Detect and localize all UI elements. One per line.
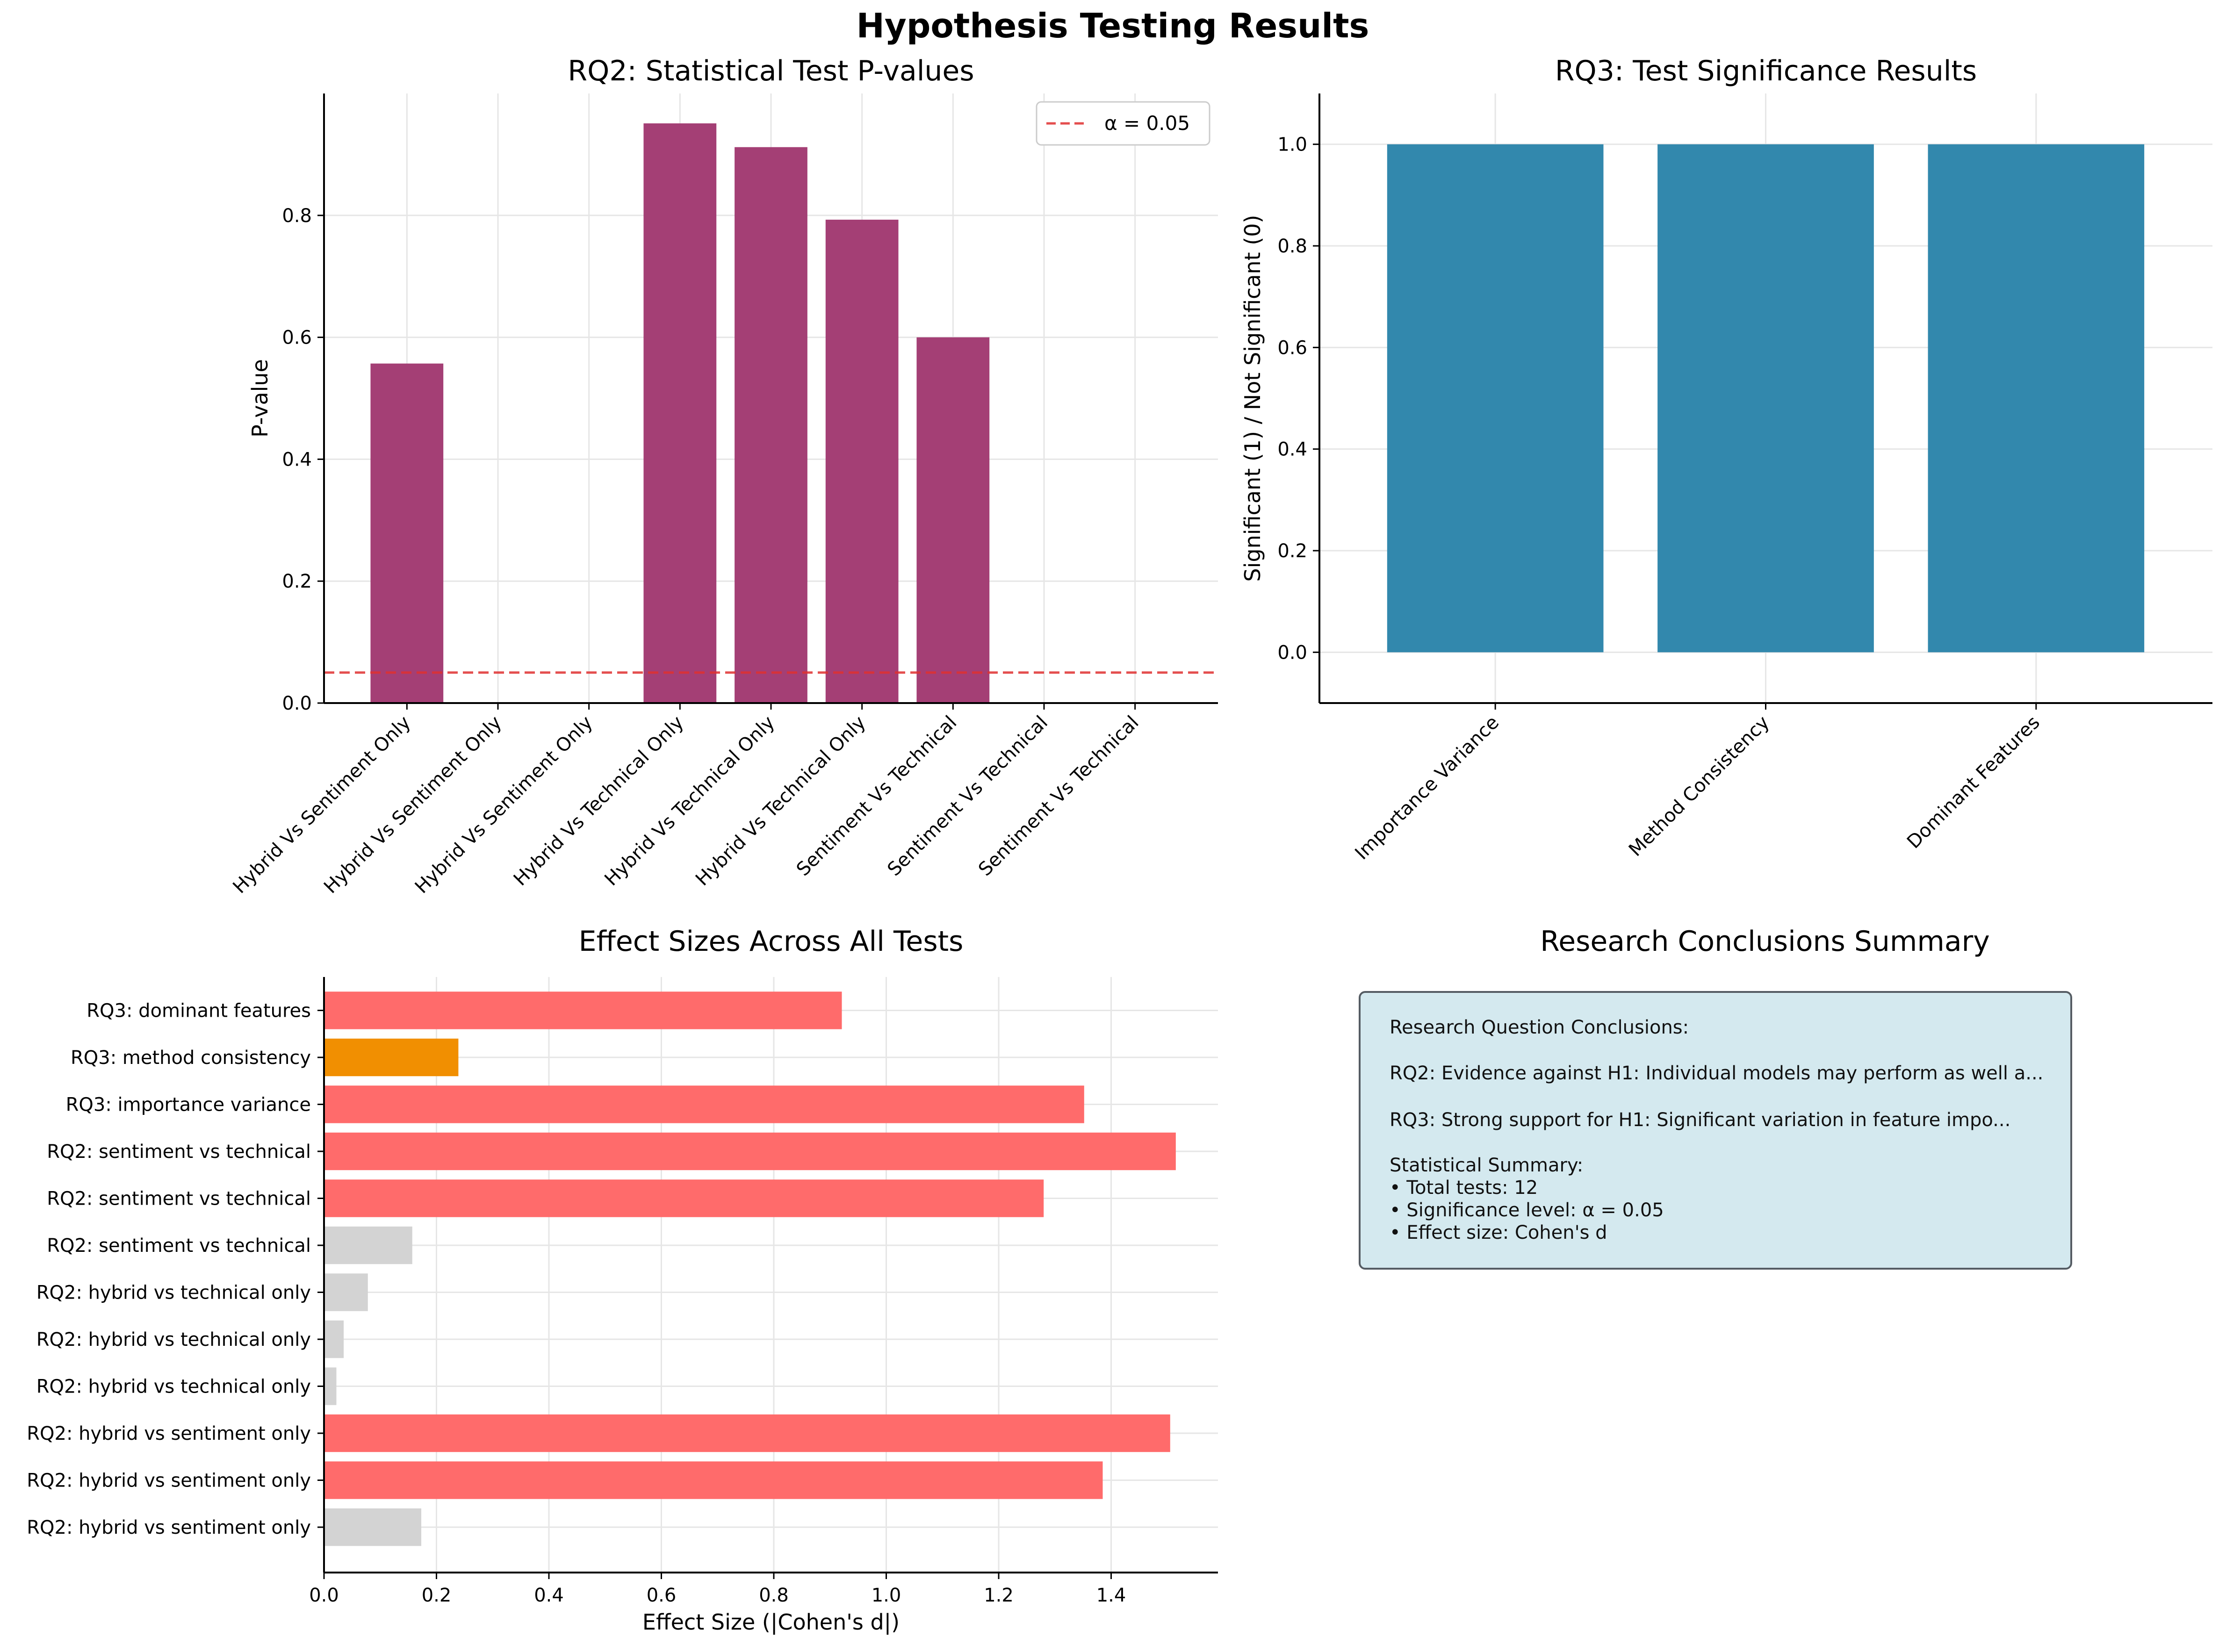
x-tick-label: 1.0: [872, 1585, 901, 1606]
bar: [735, 147, 807, 704]
y-tick-label: 1.0: [1277, 134, 1307, 156]
x-tick-label: Importance Variance: [1351, 712, 1503, 864]
bar: [1928, 144, 2145, 653]
y-tick-label: RQ3: importance variance: [66, 1094, 311, 1116]
summary-box: Research Question Conclusions: RQ2: Evid…: [1359, 991, 2072, 1270]
bar: [324, 1226, 412, 1264]
summary-panel-title: Research Conclusions Summary: [1540, 925, 1990, 958]
y-tick-label: RQ2: hybrid vs sentiment only: [27, 1470, 311, 1492]
y-tick-label: 0.2: [282, 571, 312, 592]
x-tick-label: 0.4: [534, 1585, 564, 1606]
x-tick-label: 0.8: [759, 1585, 789, 1606]
legend-label: α = 0.05: [1104, 112, 1190, 135]
x-tick-label: Hybrid Vs Technical Only: [692, 712, 870, 891]
y-tick-label: 0.0: [282, 693, 312, 714]
bar: [324, 1367, 337, 1405]
y-tick-label: RQ3: method consistency: [71, 1047, 311, 1069]
summary-line: Statistical Summary:: [1390, 1155, 1584, 1176]
y-tick-label: RQ2: hybrid vs technical only: [36, 1376, 311, 1398]
y-axis-label: P-value: [247, 359, 273, 438]
x-tick-label: Hybrid Vs Sentiment Only: [229, 712, 415, 898]
y-tick-label: RQ3: dominant features: [86, 1000, 311, 1022]
x-tick-label: Hybrid Vs Technical Only: [600, 712, 779, 891]
bar: [324, 1508, 422, 1546]
bar: [324, 1414, 1170, 1452]
y-tick-label: RQ2: hybrid vs technical only: [36, 1282, 311, 1304]
bar: [324, 1038, 459, 1077]
bar: [324, 1132, 1176, 1171]
y-tick-label: 0.8: [1277, 236, 1307, 257]
y-tick-label: RQ2: sentiment vs technical: [47, 1141, 311, 1163]
y-tick-label: RQ2: sentiment vs technical: [47, 1188, 311, 1210]
y-tick-label: 0.6: [282, 327, 312, 349]
bar: [825, 219, 899, 704]
y-tick-label: 0.8: [282, 205, 312, 227]
bar: [1657, 144, 1874, 653]
y-tick-label: RQ2: hybrid vs sentiment only: [27, 1423, 311, 1444]
y-tick-label: 0.4: [282, 449, 312, 470]
bar: [1387, 144, 1604, 653]
bar: [324, 1461, 1103, 1499]
summary-line: • Effect size: Cohen's d: [1390, 1222, 1607, 1243]
y-tick-label: 0.0: [1277, 642, 1307, 663]
bar: [643, 123, 717, 703]
legend-box: [1036, 101, 1210, 146]
chart-title: Effect Sizes Across All Tests: [579, 925, 964, 958]
bar: [324, 1179, 1044, 1217]
x-tick-label: 0.6: [647, 1585, 677, 1606]
x-tick-label: 1.2: [984, 1585, 1014, 1606]
bar: [324, 1320, 344, 1358]
x-tick-label: 0.0: [309, 1585, 339, 1606]
summary-line: RQ2: Evidence against H1: Individual mod…: [1390, 1063, 2044, 1084]
x-tick-label: Hybrid Vs Sentiment Only: [411, 712, 597, 898]
y-axis-label: Significant (1) / Not Significant (0): [1240, 215, 1265, 582]
x-tick-label: Hybrid Vs Sentiment Only: [320, 712, 506, 898]
y-tick-label: 0.4: [1277, 439, 1307, 460]
y-tick-label: RQ2: hybrid vs technical only: [36, 1329, 311, 1350]
pvalue-chart: RQ2: Statistical Test P-values 0.0 0.2 0.4 0…: [229, 55, 1218, 898]
effect-size-chart: Effect Sizes Across All Tests RQ2: hybrid…: [27, 925, 1218, 1635]
x-tick-label: Sentiment Vs Technical: [883, 712, 1052, 881]
x-tick-label: 0.2: [422, 1585, 452, 1606]
chart-title: RQ2: Statistical Test P-values: [568, 55, 974, 87]
x-tick-label: 1.4: [1096, 1585, 1126, 1606]
bar: [370, 363, 444, 703]
significance-chart: RQ3: Test Significance Results 0.0 0.2 0.4 0…: [1240, 55, 2212, 864]
y-tick-label: RQ2: hybrid vs sentiment only: [27, 1517, 311, 1538]
bar: [324, 991, 842, 1029]
x-tick-label: Dominant Features: [1903, 712, 2044, 853]
bar: [324, 1085, 1084, 1123]
y-tick-label: RQ2: sentiment vs technical: [47, 1235, 311, 1257]
x-axis-label: Effect Size (|Cohen's d|): [642, 1609, 900, 1635]
summary-line: • Significance level: α = 0.05: [1390, 1199, 1664, 1221]
y-tick-label: 0.6: [1277, 337, 1307, 359]
chart-title: RQ3: Test Significance Results: [1555, 55, 1977, 87]
x-tick-label: Sentiment Vs Technical: [974, 712, 1143, 881]
summary-line: RQ3: Strong support for H1: Significant …: [1390, 1109, 2011, 1131]
x-tick-label: Sentiment Vs Technical: [792, 712, 961, 881]
figure-title: Hypothesis Testing Results: [857, 6, 1369, 45]
bar: [916, 337, 990, 703]
summary-line: • Total tests: 12: [1390, 1177, 1538, 1199]
summary-line: Research Question Conclusions:: [1390, 1017, 1689, 1038]
bar: [324, 1273, 368, 1311]
x-tick-label: Hybrid Vs Technical Only: [510, 712, 688, 891]
y-tick-label: 0.2: [1277, 540, 1307, 562]
x-tick-label: Method Consistency: [1625, 712, 1774, 861]
